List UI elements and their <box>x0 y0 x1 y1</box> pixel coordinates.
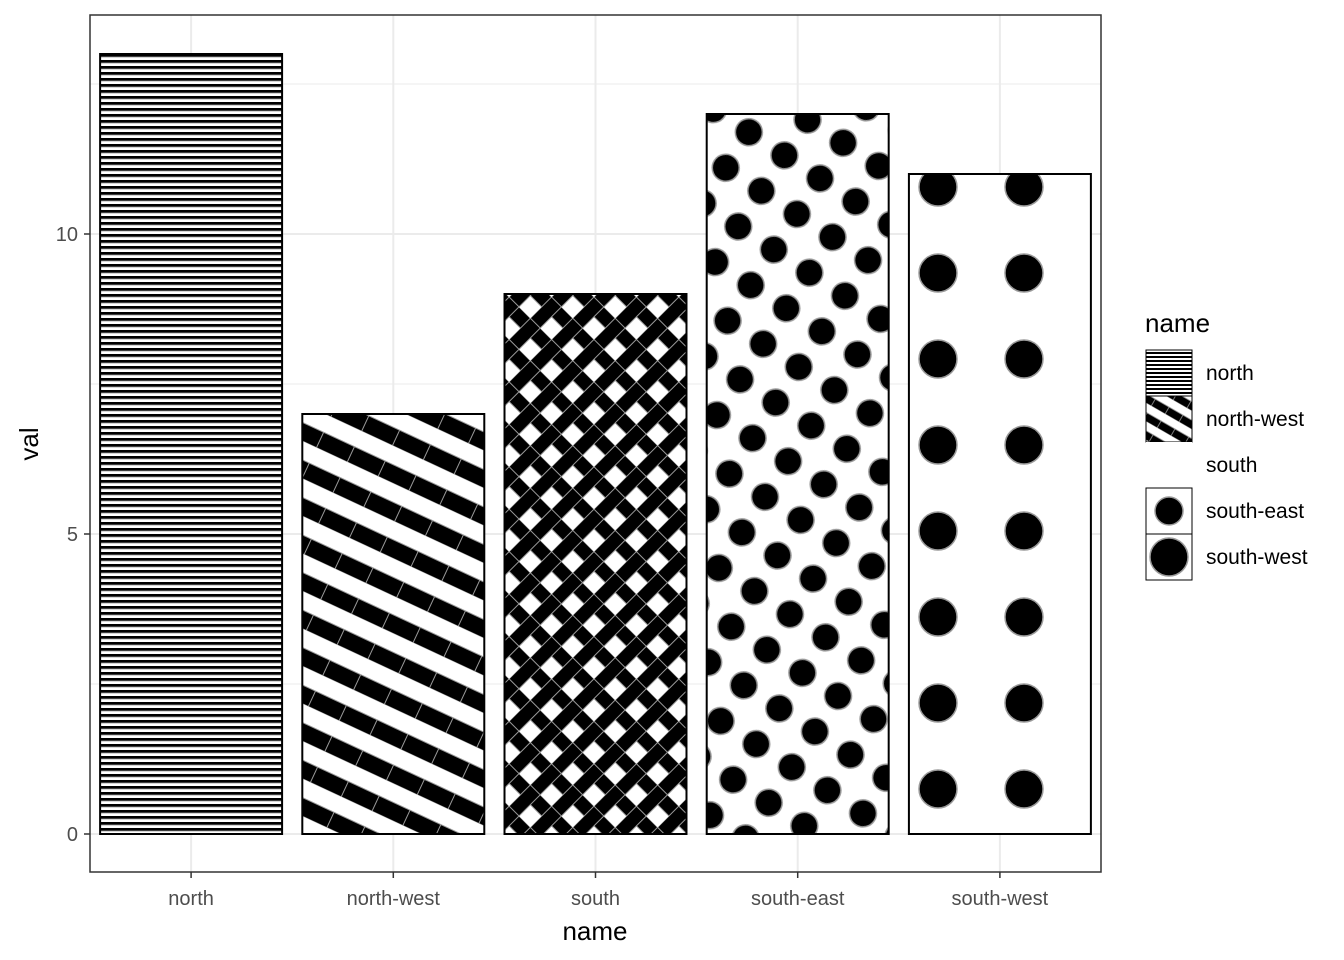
x-tick-label: north <box>168 888 214 910</box>
legend-key-north-west <box>1145 395 1193 443</box>
bar-north <box>99 53 284 835</box>
x-tick-label: south <box>571 888 620 910</box>
legend: name north north-west south south-east south… <box>1145 308 1308 581</box>
y-axis-title: val <box>14 427 44 460</box>
plot-panel <box>89 14 1102 873</box>
legend-label-north: north <box>1206 362 1254 385</box>
bar-south <box>503 293 688 835</box>
legend-title: name <box>1145 308 1210 338</box>
bar-south-west <box>907 173 1092 835</box>
x-tick-label: south-east <box>751 888 845 910</box>
y-tick-label: 0 <box>67 824 78 846</box>
x-axis: north north-west south south-east south-west <box>168 872 1049 910</box>
x-axis-title: name <box>562 916 627 946</box>
legend-key-south-west <box>1145 533 1193 581</box>
x-tick-label: south-west <box>952 888 1049 910</box>
legend-label-south: south <box>1206 454 1257 477</box>
legend-key-north <box>1145 349 1193 397</box>
y-axis: 0 5 10 <box>56 224 90 846</box>
bar-south-east <box>705 113 890 835</box>
y-tick-label: 5 <box>67 524 78 546</box>
x-tick-label: north-west <box>347 888 441 910</box>
legend-label-south-east: south-east <box>1206 500 1304 523</box>
y-tick-label: 10 <box>56 224 78 246</box>
legend-label-north-west: north-west <box>1206 408 1304 431</box>
bar-north-west <box>301 413 486 835</box>
legend-key-south <box>1146 442 1192 488</box>
legend-key-south-east <box>1145 487 1193 535</box>
legend-label-south-west: south-west <box>1206 546 1308 569</box>
